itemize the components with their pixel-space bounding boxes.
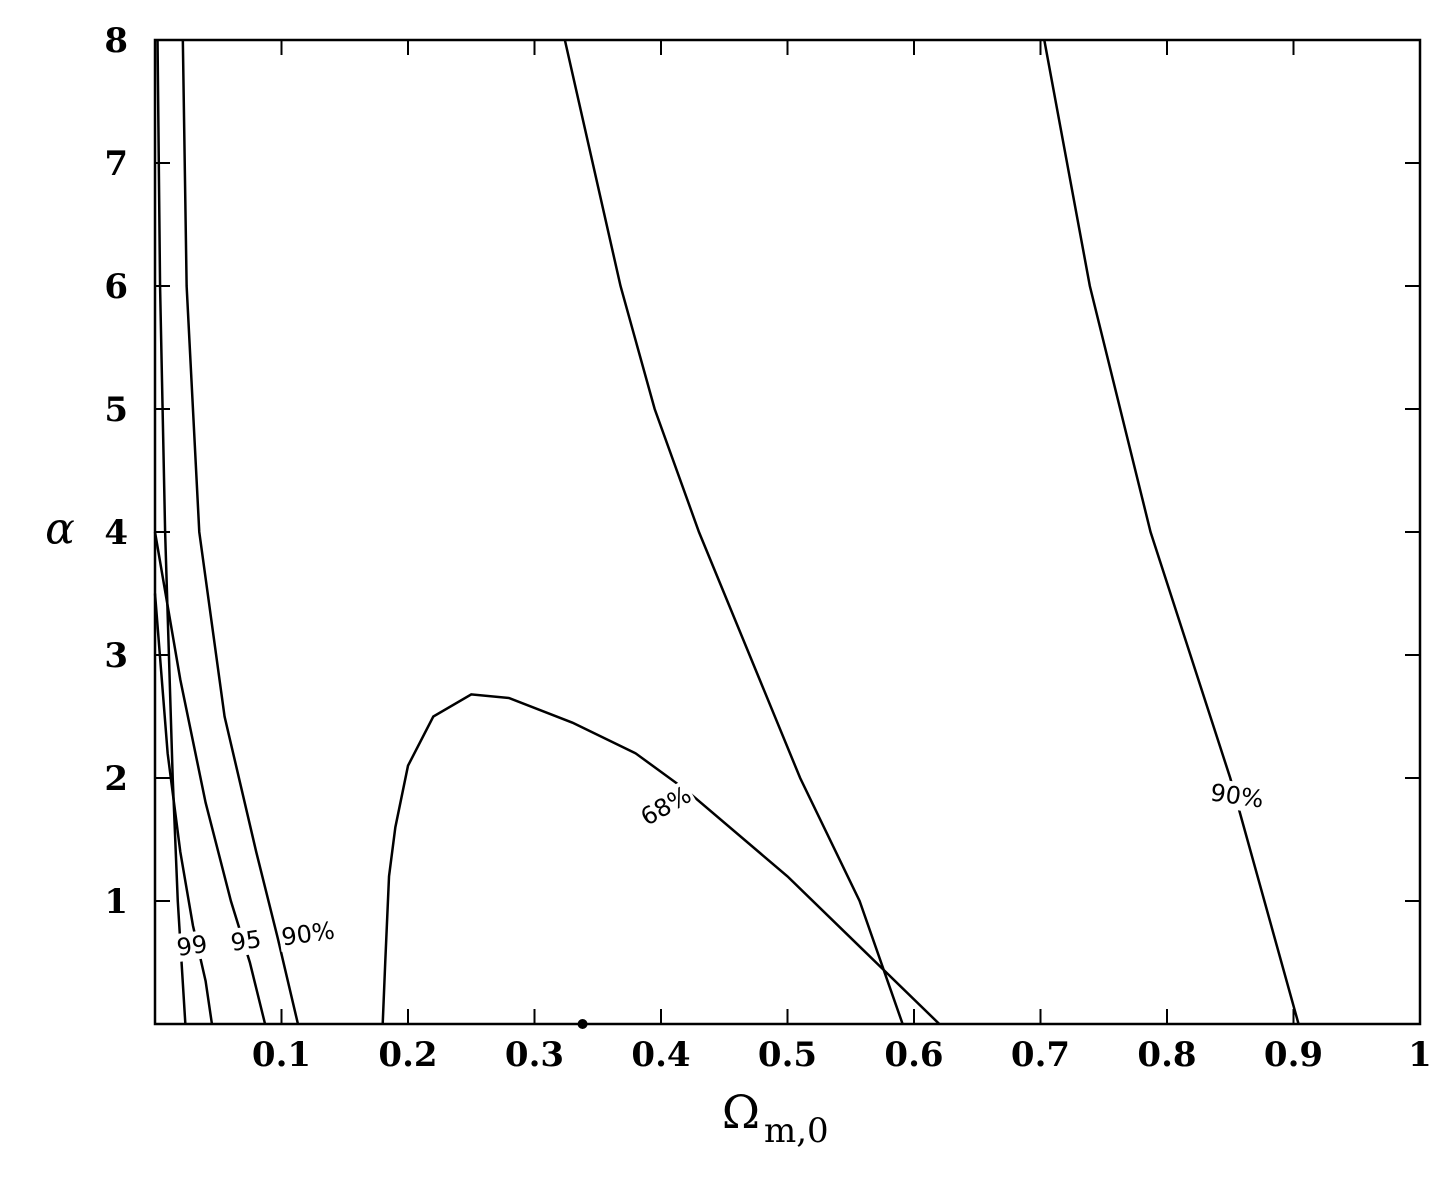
contour-line bbox=[181, 39, 300, 1025]
x-tick-label: 0.7 bbox=[1011, 1035, 1070, 1075]
y-tick-label: 8 bbox=[104, 21, 128, 61]
contour-label-group: 99 bbox=[172, 929, 212, 963]
y-tick-label: 5 bbox=[104, 390, 128, 430]
contour-label: 90% bbox=[1209, 778, 1266, 813]
y-tick-label: 4 bbox=[104, 513, 128, 553]
contour-label-bg bbox=[634, 779, 698, 833]
contour-label-bg bbox=[277, 916, 339, 952]
contour-label-group: 68% bbox=[634, 779, 698, 833]
contour-label-bg bbox=[226, 924, 266, 958]
contour-label-group: 90% bbox=[277, 916, 339, 952]
contour-line bbox=[153, 531, 267, 1025]
x-tick-label: 0.1 bbox=[252, 1035, 311, 1075]
contour-line bbox=[563, 39, 904, 1025]
contour-label-group: 90% bbox=[1206, 778, 1268, 814]
x-tick-label: 1 bbox=[1408, 1035, 1432, 1075]
contour-line bbox=[156, 39, 187, 1025]
contour-label-bg bbox=[172, 929, 212, 963]
x-tick-label: 0.3 bbox=[505, 1035, 564, 1075]
x-tick-label: 0.8 bbox=[1137, 1035, 1196, 1075]
best-fit-point bbox=[577, 1019, 588, 1029]
contour-label-group: 95 bbox=[226, 924, 266, 958]
y-tick-label: 2 bbox=[104, 759, 128, 799]
contour-label-bg bbox=[1206, 778, 1268, 814]
x-axis-label: Ω bbox=[722, 1085, 760, 1139]
contour-label: 95 bbox=[229, 925, 263, 957]
x-tick-label: 0.2 bbox=[378, 1035, 437, 1075]
contour-label: 99 bbox=[175, 930, 209, 962]
x-tick-label: 0.5 bbox=[758, 1035, 817, 1075]
contour-line bbox=[1043, 39, 1300, 1025]
x-tick-label: 0.9 bbox=[1264, 1035, 1323, 1075]
x-tick-label: 0.6 bbox=[884, 1035, 943, 1075]
contour-label: 90% bbox=[280, 916, 337, 951]
y-tick-label: 6 bbox=[104, 267, 128, 307]
y-tick-label: 1 bbox=[104, 882, 128, 922]
contour-line bbox=[381, 693, 941, 1025]
y-tick-label: 3 bbox=[104, 636, 128, 676]
contour-line bbox=[153, 593, 214, 1025]
y-axis-label: α bbox=[45, 504, 75, 555]
x-axis-label-subscript: m,0 bbox=[764, 1111, 829, 1151]
x-tick-label: 0.4 bbox=[631, 1035, 690, 1075]
y-tick-label: 7 bbox=[104, 144, 128, 184]
